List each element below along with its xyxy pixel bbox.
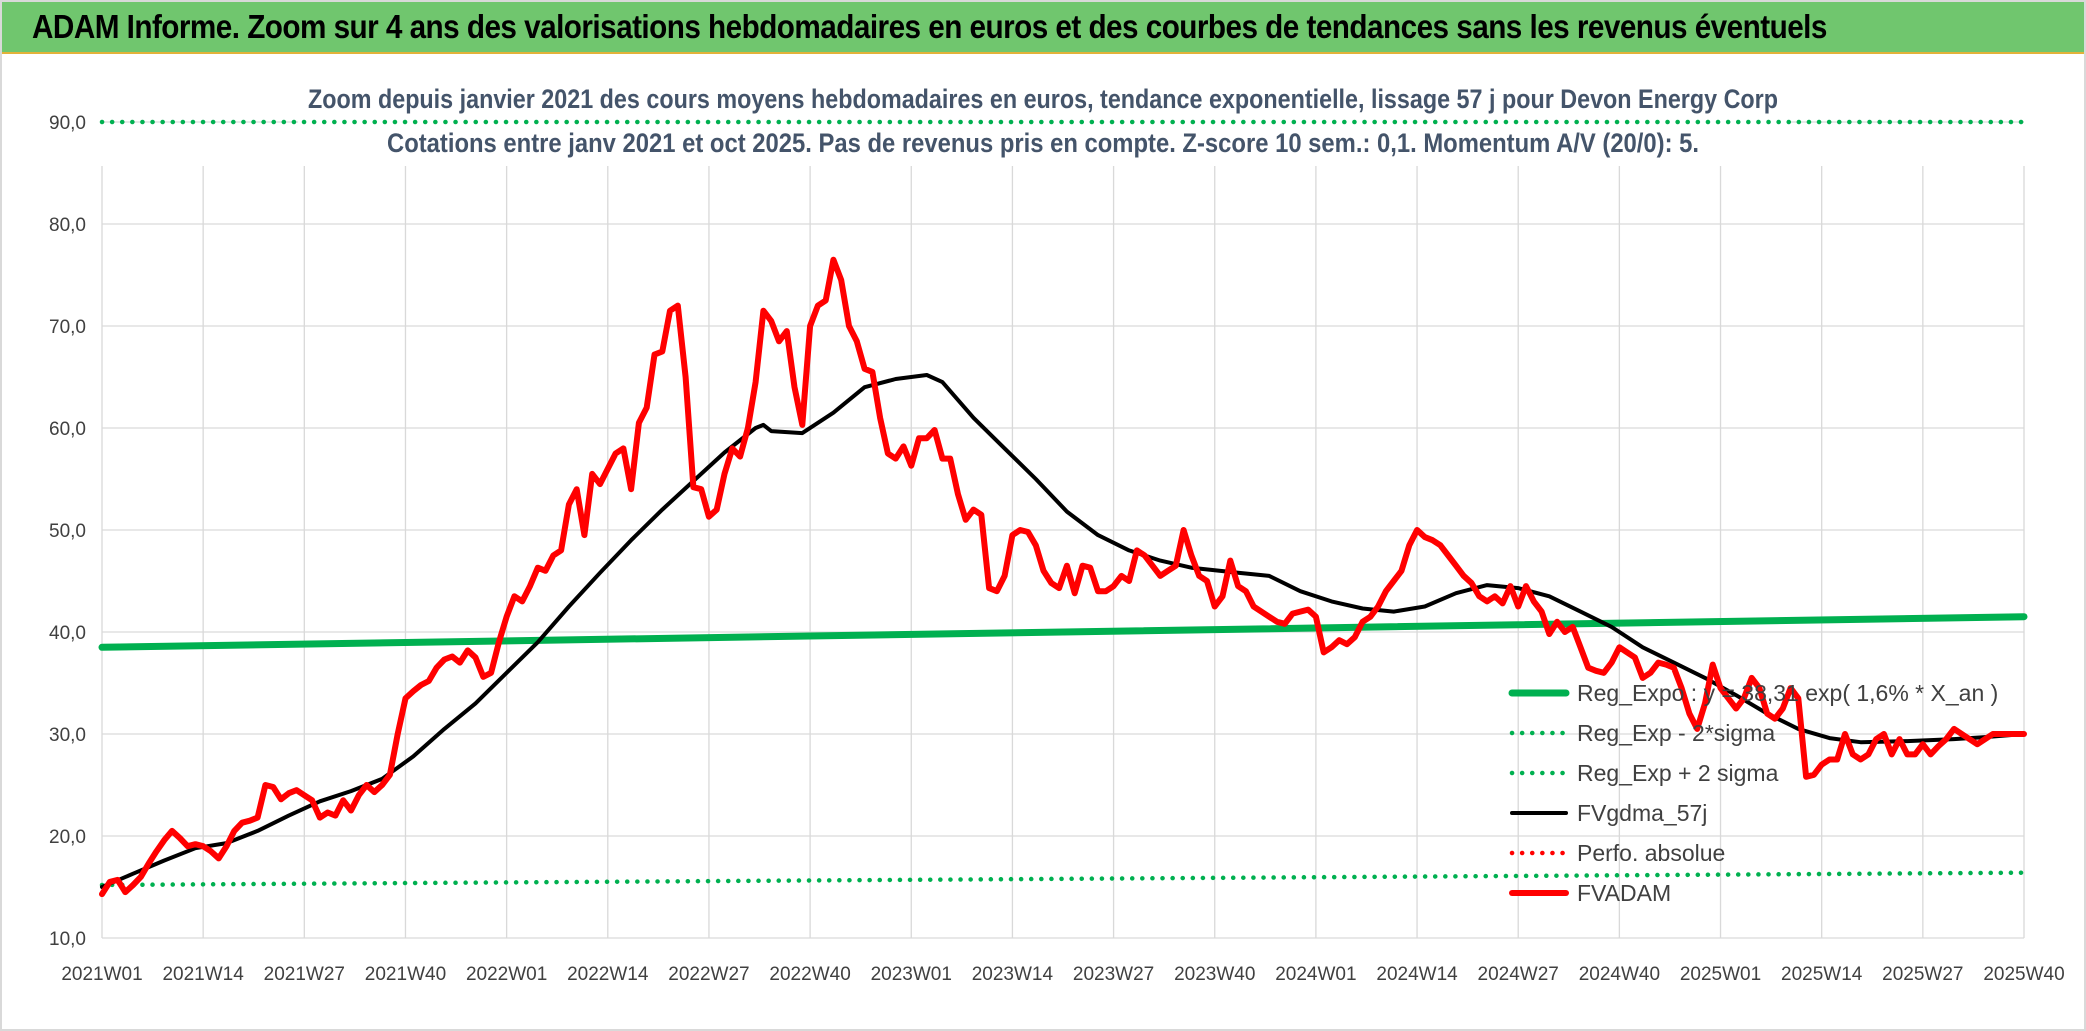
y-tick-label: 90,0	[49, 113, 86, 134]
y-tick-label: 60,0	[49, 419, 86, 440]
legend-label: Reg_Expo : y = 38,31 exp( 1,6% * X_an )	[1577, 680, 1998, 706]
legend: Reg_Expo : y = 38,31 exp( 1,6% * X_an ) R…	[1508, 680, 1998, 906]
y-tick-label: 20,0	[49, 827, 86, 848]
chart-title-line-1: Zoom depuis janvier 2021 des cours moyen…	[308, 84, 1778, 114]
legend-label: FVADAM	[1577, 880, 1671, 906]
series-line-3	[100, 373, 2026, 889]
legend-label: Reg_Exp - 2*sigma	[1577, 720, 1775, 746]
series-line-0	[98, 613, 2028, 651]
y-tick-label: 30,0	[49, 725, 86, 746]
legend-label: Reg_Exp + 2 sigma	[1577, 760, 1779, 786]
x-tick-label: 2021W14	[162, 964, 244, 985]
horizontal-gridlines	[102, 121, 2024, 939]
x-tick-label: 2023W14	[972, 964, 1054, 985]
x-tick-label: 2022W27	[668, 964, 749, 985]
y-tick-label: 40,0	[49, 623, 86, 644]
y-axis-tick-labels: 10,0 20,0 30,0 40,0 50,0 60,0 70,0 80,0 90,0	[49, 113, 86, 950]
x-tick-label: 2021W01	[61, 964, 142, 985]
series-line-5	[99, 256, 2027, 898]
vertical-gridlines	[101, 166, 2025, 938]
x-tick-label: 2024W27	[1478, 964, 1559, 985]
series-line-1	[99, 870, 2027, 888]
x-tick-label: 2022W14	[567, 964, 649, 985]
report-title: ADAM Informe. Zoom sur 4 ans des valoris…	[32, 8, 1827, 45]
x-tick-label: 2021W40	[365, 964, 446, 985]
x-tick-label: 2025W01	[1680, 964, 1761, 985]
x-tick-label: 2025W14	[1781, 964, 1863, 985]
x-axis-tick-labels: 2021W01 2021W14 2021W27 2021W40 2022W01 2022W…	[61, 964, 2064, 985]
series-layer	[98, 119, 2028, 898]
y-tick-label: 50,0	[49, 521, 86, 542]
x-tick-label: 2022W40	[769, 964, 850, 985]
y-tick-label: 80,0	[49, 215, 86, 236]
x-tick-label: 2024W40	[1579, 964, 1660, 985]
y-tick-label: 10,0	[49, 929, 86, 950]
x-tick-label: 2023W27	[1073, 964, 1154, 985]
x-tick-label: 2021W27	[264, 964, 345, 985]
legend-label: Perfo. absolue	[1577, 840, 1725, 866]
x-tick-label: 2024W14	[1376, 964, 1458, 985]
report-banner: ADAM Informe. Zoom sur 4 ans des valoris…	[2, 2, 2084, 54]
x-tick-label: 2022W01	[466, 964, 547, 985]
x-tick-label: 2023W40	[1174, 964, 1255, 985]
x-tick-label: 2025W40	[1983, 964, 2064, 985]
legend-label: FVgdma_57j	[1577, 800, 1707, 826]
y-tick-label: 70,0	[49, 317, 86, 338]
x-tick-label: 2025W27	[1882, 964, 1963, 985]
x-tick-label: 2023W01	[871, 964, 952, 985]
chart-title-line-2: Cotations entre janv 2021 et oct 2025. P…	[387, 128, 1699, 158]
x-tick-label: 2024W01	[1275, 964, 1356, 985]
